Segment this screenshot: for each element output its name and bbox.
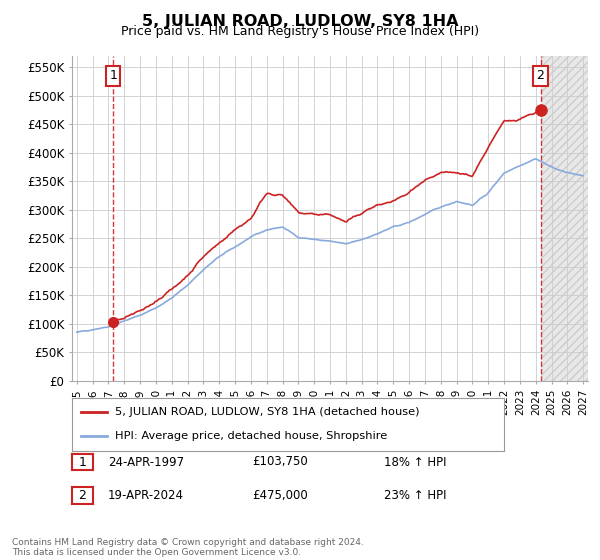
Text: 18% ↑ HPI: 18% ↑ HPI (384, 455, 446, 469)
Text: 1: 1 (79, 455, 86, 469)
Text: Contains HM Land Registry data © Crown copyright and database right 2024.
This d: Contains HM Land Registry data © Crown c… (12, 538, 364, 557)
Text: 19-APR-2024: 19-APR-2024 (108, 489, 184, 502)
Text: 1: 1 (109, 69, 117, 82)
Text: 24-APR-1997: 24-APR-1997 (108, 455, 184, 469)
Text: £103,750: £103,750 (252, 455, 308, 469)
Text: £475,000: £475,000 (252, 489, 308, 502)
Text: Price paid vs. HM Land Registry's House Price Index (HPI): Price paid vs. HM Land Registry's House … (121, 25, 479, 38)
Text: HPI: Average price, detached house, Shropshire: HPI: Average price, detached house, Shro… (115, 431, 388, 441)
Bar (541, 56, 588, 381)
Text: 2: 2 (536, 69, 544, 82)
Text: 5, JULIAN ROAD, LUDLOW, SY8 1HA: 5, JULIAN ROAD, LUDLOW, SY8 1HA (142, 14, 458, 29)
Text: 23% ↑ HPI: 23% ↑ HPI (384, 489, 446, 502)
Text: 2: 2 (79, 489, 86, 502)
Text: 5, JULIAN ROAD, LUDLOW, SY8 1HA (detached house): 5, JULIAN ROAD, LUDLOW, SY8 1HA (detache… (115, 408, 420, 418)
